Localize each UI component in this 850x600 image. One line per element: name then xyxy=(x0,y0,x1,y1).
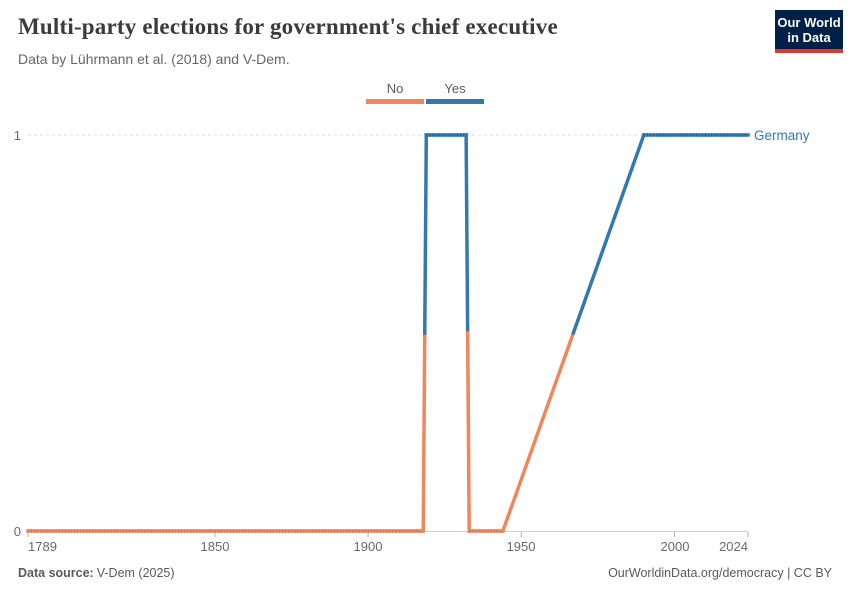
page-title: Multi-party elections for government's c… xyxy=(18,14,558,39)
attribution-link[interactable]: OurWorldinData.org/democracy | CC BY xyxy=(608,566,832,580)
y-tick-label-0: 0 xyxy=(13,524,21,539)
x-tick-label-1950: 1950 xyxy=(506,539,536,554)
data-source-note: Data source: V-Dem (2025) xyxy=(18,566,175,580)
legend-item-no[interactable]: No xyxy=(366,81,424,104)
line-segment xyxy=(423,133,429,335)
line-segment xyxy=(465,331,471,533)
owid-logo[interactable]: Our World in Data xyxy=(775,10,843,53)
footer: Data source: V-Dem (2025) OurWorldinData.… xyxy=(18,566,832,580)
line-segment xyxy=(464,133,470,335)
legend-label-yes: Yes xyxy=(444,81,466,96)
line-segment xyxy=(421,331,427,533)
owid-logo-line2: in Data xyxy=(787,30,831,45)
x-tick-label-2000: 2000 xyxy=(660,539,690,554)
data-source-value: V-Dem (2025) xyxy=(96,566,175,580)
page-subtitle: Data by Lührmann et al. (2018) and V-Dem… xyxy=(18,51,290,67)
legend: No Yes xyxy=(0,81,850,104)
x-tick-label-1900: 1900 xyxy=(353,539,383,554)
legend-label-no: No xyxy=(386,81,404,96)
owid-logo-line1: Our World xyxy=(777,15,841,30)
line-segment xyxy=(500,330,576,534)
data-source-label: Data source: xyxy=(18,566,94,580)
legend-swatch-no xyxy=(366,99,424,104)
legend-swatch-yes xyxy=(426,99,484,104)
x-tick-label-1850: 1850 xyxy=(200,539,230,554)
legend-item-yes[interactable]: Yes xyxy=(426,81,484,104)
x-tick-label-1789: 1789 xyxy=(28,539,57,554)
entity-label[interactable]: Germany xyxy=(754,128,810,143)
y-tick-label-1: 1 xyxy=(13,128,21,143)
line-segment xyxy=(571,132,647,336)
x-tick-label-2024: 2024 xyxy=(719,539,748,554)
